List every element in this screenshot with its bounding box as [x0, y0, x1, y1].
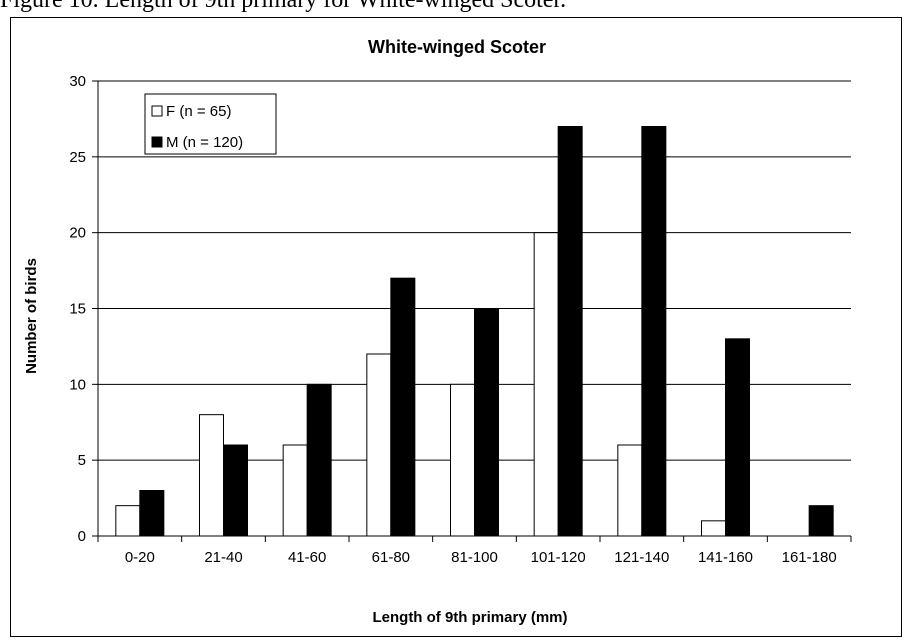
x-tick-label: 121-140 [614, 549, 669, 566]
bar-female [199, 414, 224, 537]
bar-male [557, 126, 583, 537]
y-tick-label: 15 [69, 301, 86, 318]
legend-swatch-male [151, 136, 163, 148]
legend: F (n = 65) M (n = 120) [144, 93, 277, 155]
chart-title: White-winged Scoter [368, 37, 546, 57]
legend-label-male: M (n = 120) [166, 134, 243, 151]
legend-swatch-female [151, 105, 163, 117]
axes [92, 80, 852, 542]
bar-male [390, 277, 416, 537]
legend-label-female: F (n = 65) [166, 103, 231, 120]
bar-female [617, 444, 643, 537]
bar-male [808, 505, 834, 537]
y-axis-label: Number of birds [23, 258, 40, 374]
bar-female [282, 444, 308, 537]
y-tick-label: 30 [69, 73, 86, 90]
x-tick-label: 161-180 [782, 549, 837, 566]
bar-male [474, 308, 499, 537]
x-tick-labels: 0-20 21-40 41-60 61-80 81-100 101-120 121-140 1… [125, 549, 837, 566]
x-tick-label: 61-80 [372, 549, 410, 566]
histogram-chart: White-winged Scoter 0 5 10 15 20 25 30 0-20 21-… [23, 37, 852, 626]
y-tick-label: 25 [69, 149, 86, 166]
bar-male [223, 444, 248, 537]
bar-male [306, 383, 332, 537]
bar-male [725, 338, 750, 537]
bar-female [366, 353, 392, 537]
y-tick-label: 10 [69, 376, 86, 393]
bar-male [641, 126, 667, 537]
chart-frame: White-winged Scoter 0 5 10 15 20 25 30 0-20 21-… [10, 17, 902, 637]
legend-box [144, 93, 277, 155]
x-tick-label: 141-160 [698, 549, 753, 566]
x-axis-label: Length of 9th primary (mm) [372, 609, 567, 626]
y-tick-labels: 0 5 10 15 20 25 30 [69, 73, 86, 545]
x-tick-label: 41-60 [288, 549, 326, 566]
y-tick-label: 0 [78, 528, 86, 545]
y-tick-label: 5 [78, 452, 86, 469]
bar-male [139, 490, 165, 537]
y-tick-label: 20 [69, 225, 86, 242]
bar-female [450, 383, 475, 537]
bar-female [115, 505, 141, 537]
x-tick-label: 81-100 [451, 549, 498, 566]
bar-female [701, 520, 726, 537]
x-tick-label: 0-20 [125, 549, 155, 566]
bar-female [533, 232, 559, 537]
x-tick-label: 21-40 [204, 549, 242, 566]
bars [115, 126, 834, 537]
figure-caption: Figure 10. Length of 9th primary for Whi… [0, 0, 567, 13]
x-tick-label: 101-120 [531, 549, 586, 566]
